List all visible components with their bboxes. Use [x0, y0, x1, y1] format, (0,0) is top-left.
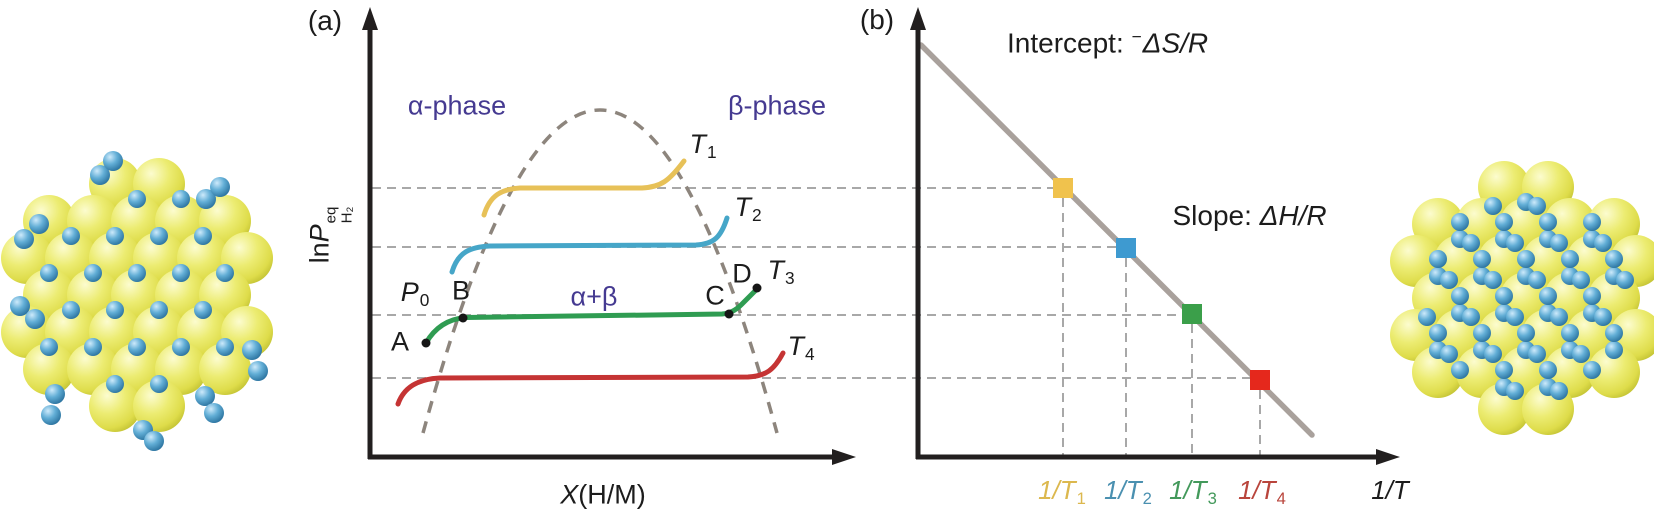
tick-1-over-t3: 1/T3 — [1169, 477, 1217, 507]
panel-a-y-axis-label: lnP eq H₂ — [280, 207, 383, 294]
t3-sub: 3 — [784, 267, 795, 288]
panel-b-y-axis-arrow — [910, 7, 926, 30]
tick3-num: 1/ — [1169, 474, 1191, 505]
tick-1-over-t1: 1/T1 — [1038, 477, 1086, 507]
slope-prefix: Slope: — [1172, 200, 1260, 231]
y-label-supsub: eq H₂ — [322, 206, 356, 224]
point-a-label: A — [390, 326, 410, 357]
tick3-symbol: T — [1190, 474, 1207, 505]
point-a-dot — [421, 338, 431, 348]
p0-label: P0 — [371, 252, 430, 336]
panel-a-tag: (a) — [307, 5, 343, 36]
t1-symbol: T — [689, 128, 706, 159]
marker-t2-square — [1116, 238, 1136, 258]
tick-1-over-t4: 1/T4 — [1238, 477, 1286, 507]
t3-symbol: T — [767, 254, 784, 285]
panel-b-x-axis-arrow — [1376, 449, 1400, 465]
point-c-dot — [724, 309, 734, 319]
panel-a-x-axis-label: X(H/M) — [530, 455, 646, 511]
point-c-label: C — [705, 280, 725, 311]
tick2-sub: 2 — [1142, 488, 1152, 508]
y-label-pressure-symbol: P — [304, 224, 335, 243]
tick2-num: 1/ — [1104, 474, 1126, 505]
y-label-sub-h2: H₂ — [338, 206, 356, 224]
point-d-label: D — [732, 258, 752, 289]
x-label-t-symbol: T — [1392, 475, 1409, 505]
marker-t4-square — [1250, 370, 1270, 390]
t2-sub: 2 — [751, 204, 762, 225]
intercept-annotation: Intercept: −ΔS/R — [976, 1, 1208, 86]
panel-a-x-axis-arrow — [832, 449, 856, 465]
x-label-num: 1/ — [1371, 475, 1393, 505]
metal-hydride-nanoparticle — [1390, 161, 1654, 435]
tick-1-over-t2: 1/T2 — [1104, 477, 1152, 507]
isotherm-t3-label: T3 — [767, 254, 795, 288]
tick1-sub: 1 — [1076, 488, 1086, 508]
tick3-sub: 3 — [1207, 488, 1217, 508]
y-label-ln: ln — [304, 242, 335, 264]
intercept-formula: ΔS/R — [1142, 27, 1209, 59]
tick1-num: 1/ — [1038, 474, 1060, 505]
isotherm-t1-label: T1 — [689, 128, 717, 162]
isotherm-t1-curve — [481, 158, 687, 218]
panel-b-x-axis-label: 1/T — [1371, 477, 1409, 503]
marker-t3-square — [1182, 304, 1202, 324]
marker-t1-square — [1053, 178, 1073, 198]
metal-nanoparticle-with-h2-molecules — [1, 151, 273, 451]
isotherm-t2-curve — [449, 215, 730, 275]
point-b-dot — [458, 313, 468, 323]
y-label-sup-eq: eq — [322, 206, 340, 224]
t4-symbol: T — [787, 330, 804, 361]
intercept-prefix: Intercept: — [1007, 27, 1132, 59]
tick4-num: 1/ — [1238, 474, 1260, 505]
tick2-symbol: T — [1125, 474, 1142, 505]
panel-a-y-axis-arrow — [362, 7, 378, 30]
intercept-minus-sign: − — [1131, 26, 1142, 47]
point-d-dot — [752, 283, 762, 293]
tick4-sub: 4 — [1276, 488, 1286, 508]
x-label-var: X — [560, 479, 579, 510]
alpha-plus-beta-label: α+β — [570, 281, 618, 312]
isotherm-t4-curve — [395, 350, 786, 407]
p0-symbol: P — [400, 276, 419, 307]
t2-symbol: T — [734, 191, 751, 222]
tick1-symbol: T — [1059, 474, 1076, 505]
t4-sub: 4 — [804, 343, 815, 364]
tick4-symbol: T — [1259, 474, 1276, 505]
p0-sub: 0 — [419, 289, 430, 310]
t1-sub: 1 — [706, 141, 717, 162]
isotherm-t2-label: T2 — [734, 191, 762, 225]
beta-phase-label: β-phase — [727, 90, 827, 121]
miscibility-dome-curve — [421, 108, 779, 434]
slope-formula: ΔH/R — [1259, 200, 1327, 231]
isotherm-t4-label: T4 — [787, 330, 815, 364]
panel-b-tag: (b) — [859, 4, 895, 35]
alpha-phase-label: α-phase — [407, 90, 507, 121]
point-b-label: B — [451, 275, 471, 306]
x-label-unit: (H/M) — [578, 479, 646, 510]
slope-annotation: Slope: ΔH/R — [1141, 174, 1326, 258]
